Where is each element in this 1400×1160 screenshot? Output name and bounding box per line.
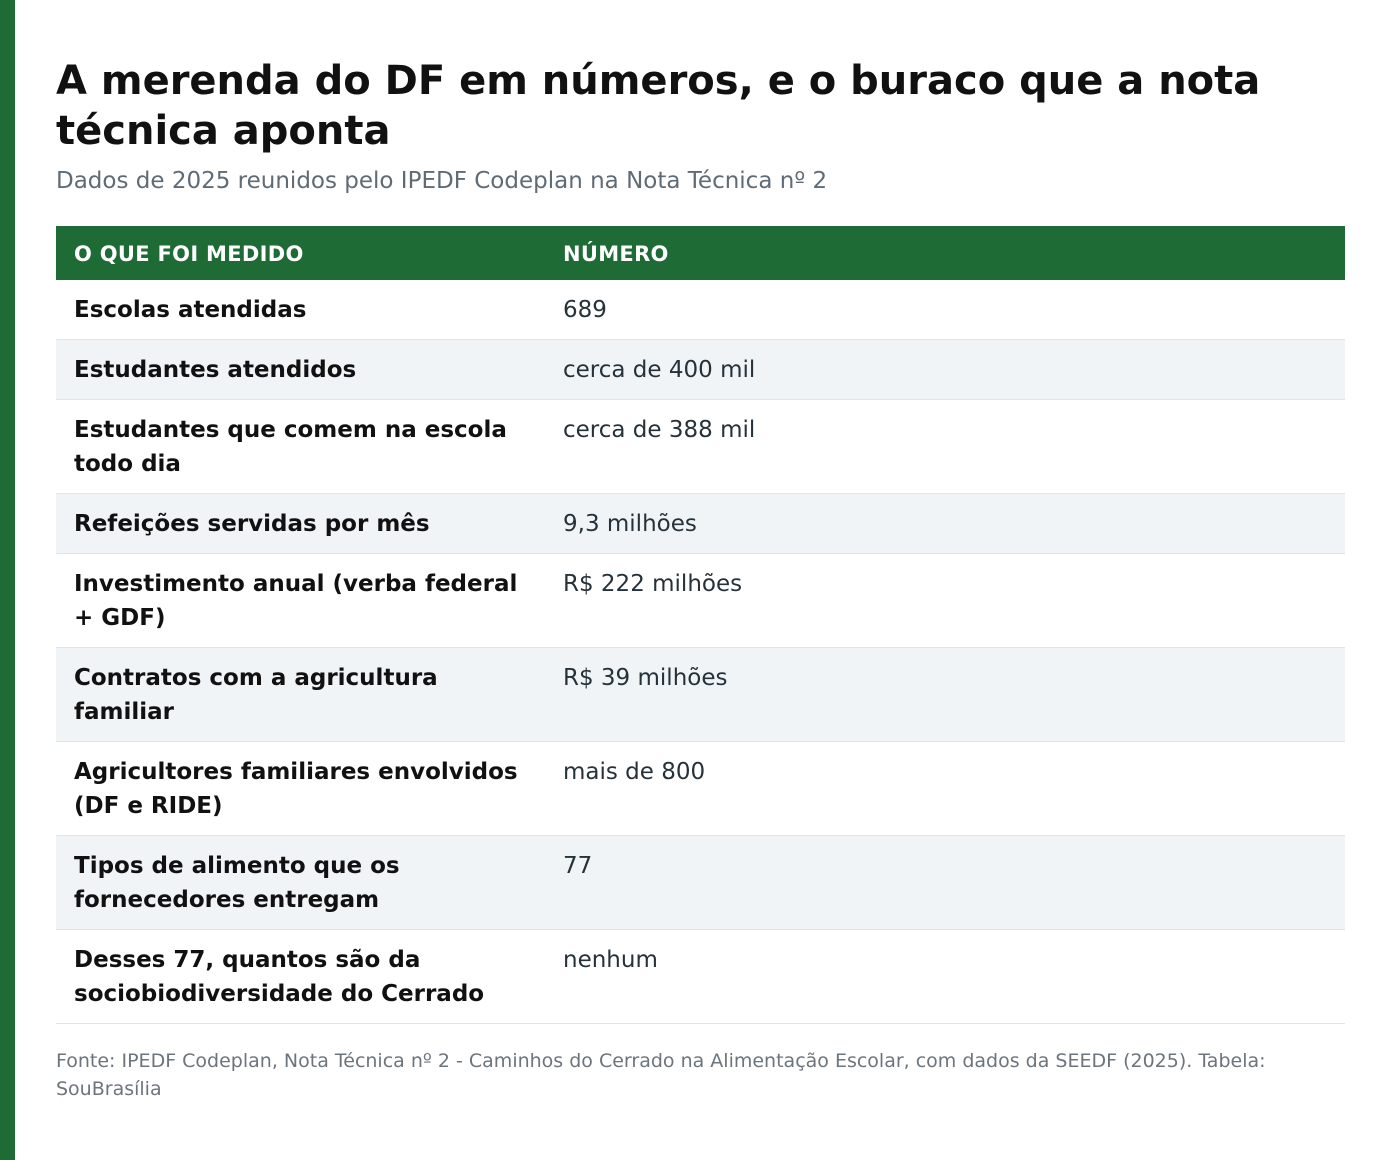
column-header-measure: O QUE FOI MEDIDO xyxy=(56,226,545,280)
row-value: 77 xyxy=(545,835,1345,930)
article-content: A merenda do DF em números, e o buraco q… xyxy=(56,56,1345,1103)
row-value: nenhum xyxy=(545,929,1345,1024)
row-label: Agricultores familiares envolvidos (DF e… xyxy=(56,741,545,836)
row-value: mais de 800 xyxy=(545,741,1345,836)
source-footnote: Fonte: IPEDF Codeplan, Nota Técnica nº 2… xyxy=(56,1050,1266,1100)
table-row: Investimento anual (verba federal + GDF)… xyxy=(56,553,1345,648)
row-value: R$ 222 milhões xyxy=(545,553,1345,648)
table-row: Estudantes atendidos cerca de 400 mil xyxy=(56,339,1345,400)
table-row: Estudantes que comem na escola todo dia … xyxy=(56,399,1345,494)
accent-bar xyxy=(0,0,15,1160)
row-label: Desses 77, quantos são da sociobiodivers… xyxy=(56,929,545,1024)
row-label: Tipos de alimento que os fornecedores en… xyxy=(56,835,545,930)
row-label: Investimento anual (verba federal + GDF) xyxy=(56,553,545,648)
row-value: 9,3 milhões xyxy=(545,493,1345,554)
table-row: Tipos de alimento que os fornecedores en… xyxy=(56,835,1345,930)
row-value: R$ 39 milhões xyxy=(545,647,1345,742)
table-header-row: O QUE FOI MEDIDO NÚMERO xyxy=(56,226,1345,280)
row-value: cerca de 388 mil xyxy=(545,399,1345,494)
data-table: O QUE FOI MEDIDO NÚMERO Escolas atendida… xyxy=(56,226,1345,1024)
row-label: Refeições servidas por mês xyxy=(56,493,545,554)
row-label: Escolas atendidas xyxy=(56,280,545,340)
row-value: cerca de 400 mil xyxy=(545,339,1345,400)
row-label: Estudantes atendidos xyxy=(56,339,545,400)
table-row: Desses 77, quantos são da sociobiodivers… xyxy=(56,929,1345,1024)
page-subtitle: Dados de 2025 reunidos pelo IPEDF Codepl… xyxy=(56,168,828,194)
row-value: 689 xyxy=(545,280,1345,340)
row-label: Contratos com a agricultura familiar xyxy=(56,647,545,742)
row-label: Estudantes que comem na escola todo dia xyxy=(56,399,545,494)
table-row: Contratos com a agricultura familiar R$ … xyxy=(56,647,1345,742)
table-row: Escolas atendidas 689 xyxy=(56,280,1345,340)
page-title: A merenda do DF em números, e o buraco q… xyxy=(56,58,1261,154)
column-header-number: NÚMERO xyxy=(545,226,1345,280)
table-row: Refeições servidas por mês 9,3 milhões xyxy=(56,493,1345,554)
table-row: Agricultores familiares envolvidos (DF e… xyxy=(56,741,1345,836)
